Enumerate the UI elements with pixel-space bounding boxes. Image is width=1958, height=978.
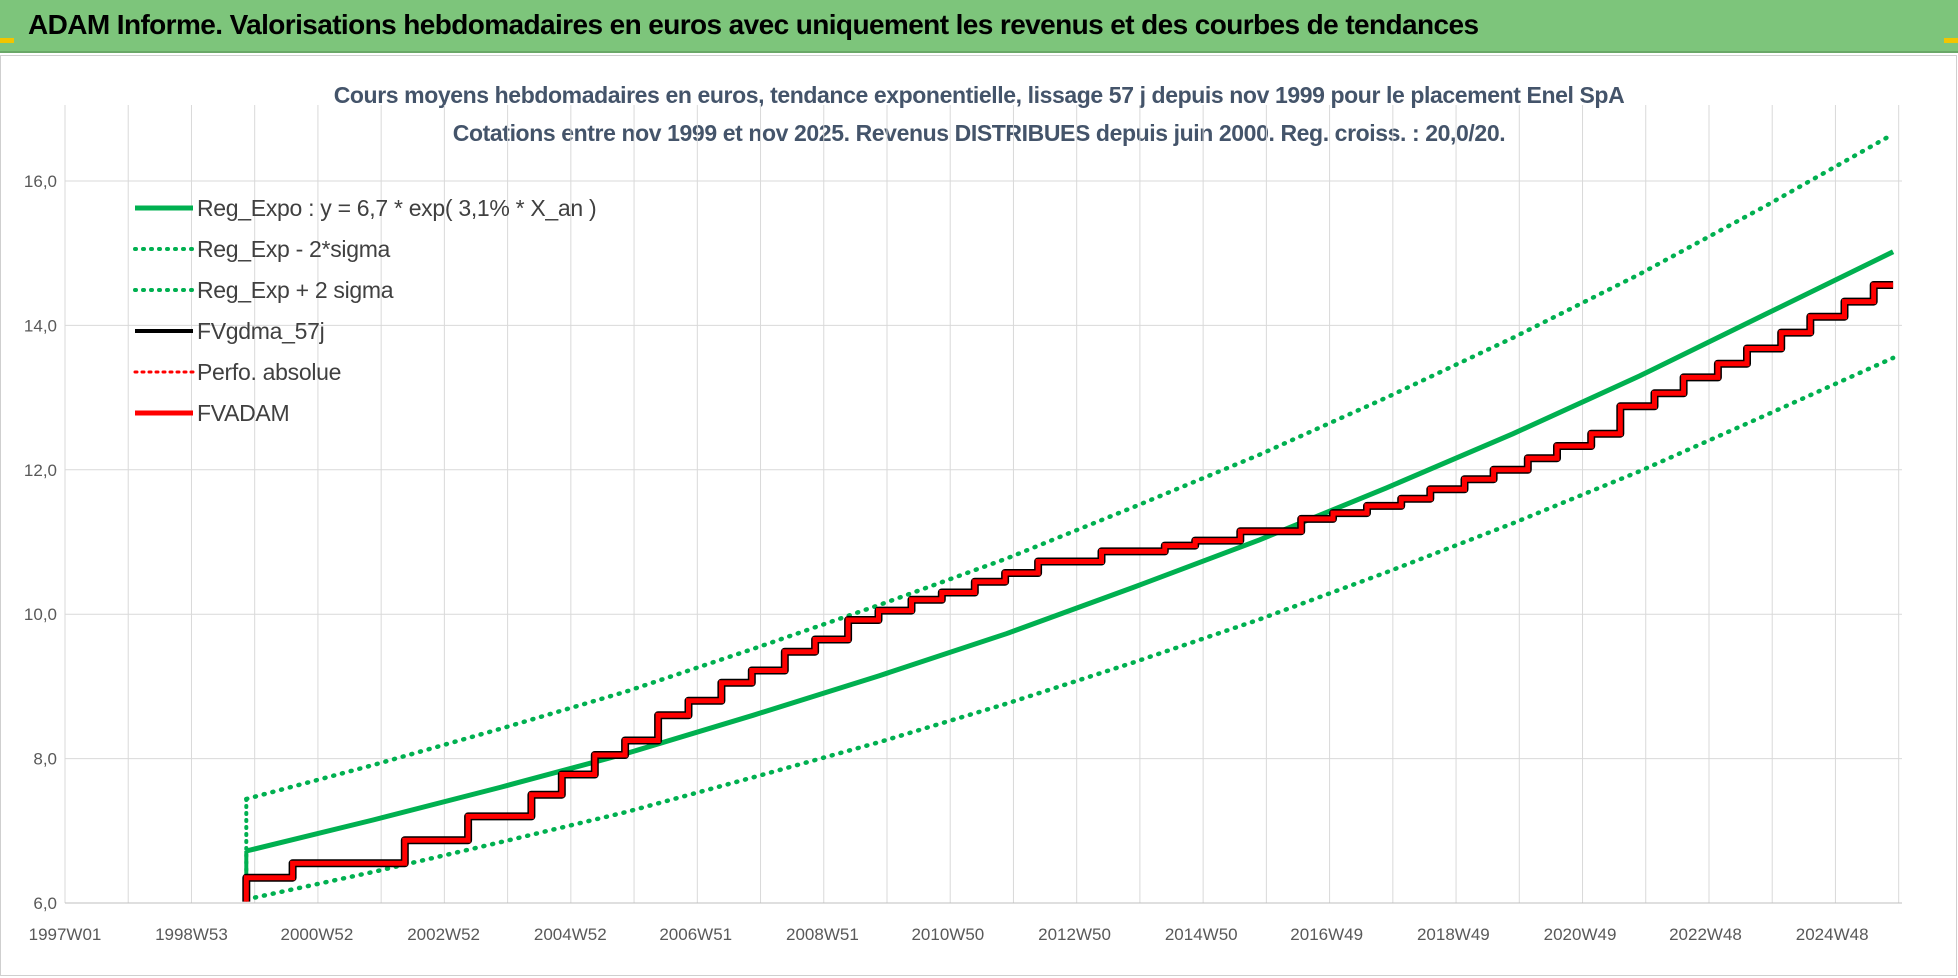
series-fvadam: [243, 282, 1894, 902]
chart-title: Cours moyens hebdomadaires en euros, ten…: [334, 82, 1625, 108]
series-trend: [245, 249, 1895, 854]
chart-subtitle: Cotations entre nov 1999 et nov 2025. Re…: [453, 120, 1505, 146]
y-tick-label: 12,0: [24, 461, 57, 480]
y-tick-label: 10,0: [24, 605, 57, 624]
legend-label: FVgdma_57j: [197, 318, 324, 344]
x-tick-label: 2000W52: [281, 925, 354, 944]
x-tick-label: 2020W49: [1544, 925, 1617, 944]
y-tick-label: 8,0: [33, 750, 57, 769]
report-title: ADAM Informe. Valorisations hebdomadaire…: [28, 9, 1479, 40]
chart-frame: [0, 55, 1957, 976]
x-tick-label: 1997W01: [29, 925, 102, 944]
corner-mark-right: [1944, 38, 1958, 43]
legend-label: FVADAM: [197, 400, 289, 426]
corner-mark-left: [0, 38, 14, 43]
x-tick-label: 2014W50: [1165, 925, 1238, 944]
report-banner: ADAM Informe. Valorisations hebdomadaire…: [0, 0, 1958, 53]
series-lower-band: [244, 355, 1896, 902]
legend-label: Reg_Exp + 2 sigma: [197, 277, 394, 303]
series-layer: [242, 131, 1896, 902]
legend-label: Perfo. absolue: [197, 359, 341, 385]
x-tick-label: 2002W52: [407, 925, 480, 944]
x-tick-label: 2022W48: [1669, 925, 1742, 944]
x-tick-label: 2012W50: [1038, 925, 1111, 944]
x-tick-label: 2018W49: [1417, 925, 1490, 944]
x-tick-label: 2004W52: [534, 925, 607, 944]
x-tick-label: 2010W50: [911, 925, 984, 944]
axes: 6,0 8,0 10,0 12,0 14,0 16,0 1997W01 1998W53 2000…: [24, 172, 1902, 944]
x-tick-label: 2006W51: [659, 925, 732, 944]
x-tick-label: 2016W49: [1290, 925, 1363, 944]
y-tick-label: 6,0: [33, 894, 57, 913]
y-tick-label: 16,0: [24, 172, 57, 191]
legend: Reg_Expo : y = 6,7 * exp( 3,1% * X_an ) R…: [133, 195, 597, 426]
series-upper-band: [244, 131, 1896, 802]
legend-label: Reg_Expo : y = 6,7 * exp( 3,1% * X_an ): [197, 195, 596, 221]
gridlines: [64, 105, 1902, 904]
x-tick-label: 2008W51: [786, 925, 859, 944]
x-tick-label: 1998W53: [155, 925, 228, 944]
x-tick-label: 2024W48: [1796, 925, 1869, 944]
legend-label: Reg_Exp - 2*sigma: [197, 236, 391, 262]
y-tick-label: 14,0: [24, 316, 57, 335]
